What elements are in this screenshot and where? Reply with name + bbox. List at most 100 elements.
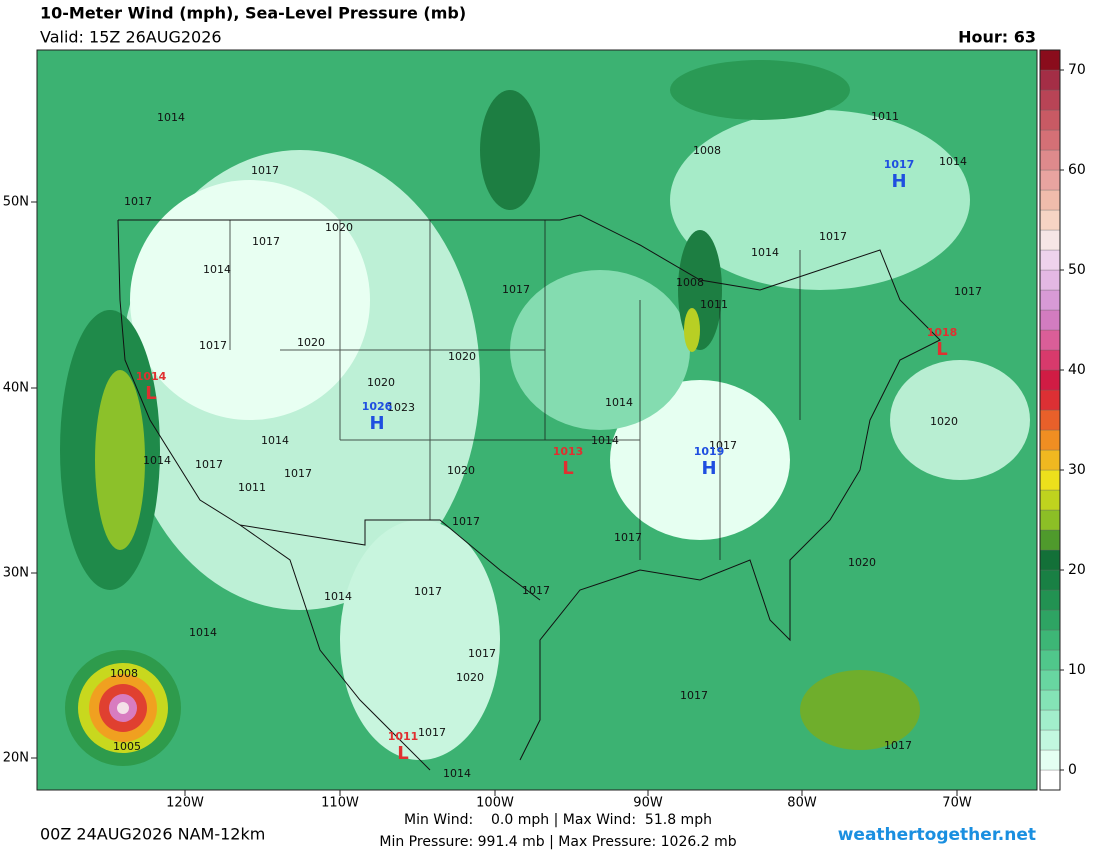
- colorbar-segment: [1039, 149, 1061, 171]
- coastline: [118, 214, 941, 761]
- center-value: 1018: [927, 326, 958, 339]
- colorbar-segment: [1039, 129, 1061, 151]
- colorbar-label: 70: [1068, 62, 1086, 78]
- center-letter: H: [369, 413, 384, 434]
- wind-field: [610, 380, 790, 540]
- isobar-label: 1017: [884, 739, 912, 752]
- colorbar-segment: [1039, 449, 1061, 471]
- colorbar-label: 50: [1068, 262, 1086, 278]
- isobar-label: 1017: [502, 283, 530, 296]
- isobar-label: 1017: [124, 195, 152, 208]
- lon-label: 90W: [633, 796, 663, 811]
- isobar-label: 1014: [751, 246, 779, 259]
- colorbar-label: 30: [1068, 462, 1086, 478]
- isobar-label: 1011: [700, 298, 728, 311]
- map-frame: [36, 49, 1038, 791]
- lat-label: 40N: [3, 381, 29, 396]
- colorbar-label: 0: [1068, 762, 1077, 778]
- center-value: 1019: [694, 445, 725, 458]
- title: 10-Meter Wind (mph), Sea-Level Pressure …: [40, 4, 466, 23]
- pressure-stats: Min Pressure: 991.4 mb | Max Pressure: 1…: [379, 834, 736, 850]
- wind-field: [684, 308, 700, 352]
- lon-label: 70W: [942, 796, 972, 811]
- wind-field: [340, 520, 500, 760]
- lon-label: 100W: [476, 796, 514, 811]
- isobar-label: 1011: [871, 110, 899, 123]
- colorbar-label: 60: [1068, 162, 1086, 178]
- isobar-label: 1014: [143, 454, 171, 467]
- wind-field: [510, 270, 690, 430]
- colorbar-segment: [1039, 509, 1061, 531]
- wind-field: [890, 360, 1030, 480]
- site-name: weathertogether.net: [838, 825, 1036, 845]
- isobar-label: 1014: [203, 263, 231, 276]
- colorbar-segment: [1039, 329, 1061, 351]
- state-lines: [229, 220, 801, 560]
- colorbar-segment: [1039, 389, 1061, 411]
- isobar-label: 1017: [199, 339, 227, 352]
- isobar-label: 1014: [261, 434, 289, 447]
- colorbar-label: 10: [1068, 662, 1086, 678]
- isobar-label: 1014: [591, 434, 619, 447]
- colorbar-segment: [1039, 729, 1061, 751]
- isobar-label: 1017: [252, 235, 280, 248]
- colorbar-segment: [1039, 629, 1061, 651]
- colorbar-segment: [1039, 249, 1061, 271]
- center-letter: L: [936, 339, 947, 360]
- isobar-label: 1020: [456, 671, 484, 684]
- colorbar-segment: [1039, 649, 1061, 671]
- colorbar-segment: [1039, 469, 1061, 491]
- colorbar-segment: [1039, 349, 1061, 371]
- isobar-label: 1017: [418, 726, 446, 739]
- isobar-label: 1014: [443, 767, 471, 780]
- isobar-label: 1008: [110, 667, 138, 680]
- isobar-label: 1014: [324, 590, 352, 603]
- isobar-label: 1020: [367, 376, 395, 389]
- isobar-label: 1020: [448, 350, 476, 363]
- wind-field: [800, 670, 920, 750]
- isobar-label: 1005: [113, 740, 141, 753]
- center-letter: H: [891, 171, 906, 192]
- colorbar-segment: [1039, 169, 1061, 191]
- isobar-label: 1017: [452, 515, 480, 528]
- center-value: 1011: [388, 730, 419, 743]
- lat-label: 30N: [3, 566, 29, 581]
- colorbar-segment: [1039, 69, 1061, 91]
- lon-label: 110W: [321, 796, 359, 811]
- colorbar-segment: [1039, 229, 1061, 251]
- lat-label: 50N: [3, 195, 29, 210]
- isobar-label: 1017: [819, 230, 847, 243]
- center-letter: L: [397, 743, 408, 764]
- wind-field: [130, 180, 370, 420]
- colorbar-segment: [1039, 709, 1061, 731]
- colorbar-segment: [1039, 89, 1061, 111]
- hurricane: [65, 650, 181, 766]
- map: [37, 50, 1037, 790]
- isobar-label: 1011: [238, 481, 266, 494]
- colorbar-segment: [1039, 109, 1061, 131]
- center-value: 1013: [553, 445, 584, 458]
- colorbar-segment: [1039, 309, 1061, 331]
- isobar-label: 1017: [195, 458, 223, 471]
- colorbar-label: 20: [1068, 562, 1086, 578]
- isobar-label: 1020: [930, 415, 958, 428]
- colorbar-label: 40: [1068, 362, 1086, 378]
- colorbar-segment: [1039, 549, 1061, 571]
- colorbar-segment: [1039, 49, 1061, 71]
- wind-field: [670, 110, 970, 290]
- isobar-label: 1017: [680, 689, 708, 702]
- isobar-label: 1008: [693, 144, 721, 157]
- colorbar-segment: [1039, 609, 1061, 631]
- colorbar-frame: [1039, 49, 1061, 791]
- isobar-label: 1014: [157, 111, 185, 124]
- colorbar-segment: [1039, 369, 1061, 391]
- colorbar-segment: [1039, 589, 1061, 611]
- isobar-label: 1017: [251, 164, 279, 177]
- isobar-label: 1017: [522, 584, 550, 597]
- isobar-label: 1017: [468, 647, 496, 660]
- wind-stats: Min Wind: 0.0 mph | Max Wind: 51.8 mph: [404, 812, 712, 828]
- colorbar-segment: [1039, 409, 1061, 431]
- colorbar-segment: [1039, 269, 1061, 291]
